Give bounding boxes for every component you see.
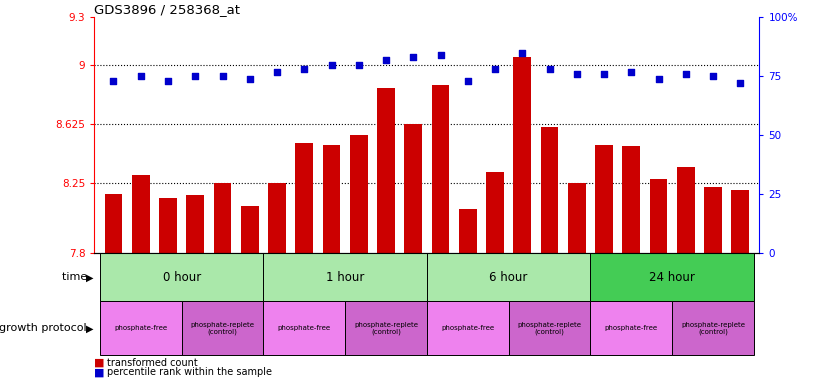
Text: percentile rank within the sample: percentile rank within the sample <box>107 367 272 377</box>
Text: transformed count: transformed count <box>107 358 198 368</box>
Bar <box>132 175 149 253</box>
Text: ■: ■ <box>94 358 105 368</box>
Text: ▶: ▶ <box>86 272 94 283</box>
Text: phosphate-replete
(control): phosphate-replete (control) <box>354 321 418 335</box>
Bar <box>377 88 395 253</box>
Point <box>379 57 392 63</box>
Bar <box>590 253 754 301</box>
Point <box>707 73 720 79</box>
Bar <box>541 127 558 253</box>
Point <box>298 66 311 72</box>
Bar <box>732 190 750 253</box>
Bar <box>432 85 449 253</box>
Bar <box>622 146 640 253</box>
Bar <box>704 187 722 253</box>
Bar <box>264 253 427 301</box>
Bar <box>677 167 695 253</box>
Point <box>243 76 256 82</box>
Bar <box>427 253 590 301</box>
Bar <box>100 253 264 301</box>
Point <box>162 78 175 84</box>
Point <box>216 73 229 79</box>
Text: phosphate-free: phosphate-free <box>277 325 331 331</box>
Bar <box>296 143 313 253</box>
Point <box>516 50 529 56</box>
Text: 6 hour: 6 hour <box>489 271 528 284</box>
Bar <box>405 124 422 253</box>
Point <box>270 68 283 74</box>
Text: ▶: ▶ <box>86 323 94 333</box>
Bar <box>350 136 368 253</box>
Bar <box>241 206 259 253</box>
Text: phosphate-free: phosphate-free <box>605 325 658 331</box>
Bar <box>323 145 341 253</box>
Bar <box>672 301 754 355</box>
Text: GDS3896 / 258368_at: GDS3896 / 258368_at <box>94 3 241 16</box>
Point <box>679 71 692 77</box>
Bar <box>509 301 590 355</box>
Point <box>625 68 638 74</box>
Bar <box>268 183 286 253</box>
Point <box>352 61 365 68</box>
Text: phosphate-free: phosphate-free <box>441 325 494 331</box>
Point <box>598 71 611 77</box>
Point <box>652 76 665 82</box>
Text: 0 hour: 0 hour <box>163 271 201 284</box>
Bar <box>264 301 345 355</box>
Bar <box>590 301 672 355</box>
Text: 1 hour: 1 hour <box>326 271 365 284</box>
Bar <box>104 194 122 253</box>
Bar <box>459 209 477 253</box>
Bar <box>213 183 232 253</box>
Text: time: time <box>62 272 90 283</box>
Bar <box>568 183 585 253</box>
Bar <box>649 179 667 253</box>
Text: phosphate-free: phosphate-free <box>114 325 167 331</box>
Text: phosphate-replete
(control): phosphate-replete (control) <box>190 321 255 335</box>
Bar <box>186 195 204 253</box>
Bar <box>159 199 177 253</box>
Point <box>543 66 556 72</box>
Bar <box>181 301 264 355</box>
Bar <box>595 145 613 253</box>
Point <box>434 52 447 58</box>
Text: ■: ■ <box>94 367 105 377</box>
Point <box>406 55 420 61</box>
Point <box>734 80 747 86</box>
Bar <box>486 172 504 253</box>
Point <box>134 73 147 79</box>
Point <box>571 71 584 77</box>
Bar <box>345 301 427 355</box>
Bar <box>513 57 531 253</box>
Point <box>189 73 202 79</box>
Text: 24 hour: 24 hour <box>649 271 695 284</box>
Point <box>325 61 338 68</box>
Text: phosphate-replete
(control): phosphate-replete (control) <box>681 321 745 335</box>
Bar <box>427 301 509 355</box>
Text: growth protocol: growth protocol <box>0 323 90 333</box>
Point <box>488 66 502 72</box>
Bar <box>100 301 181 355</box>
Point <box>107 78 120 84</box>
Point <box>461 78 475 84</box>
Text: phosphate-replete
(control): phosphate-replete (control) <box>517 321 581 335</box>
